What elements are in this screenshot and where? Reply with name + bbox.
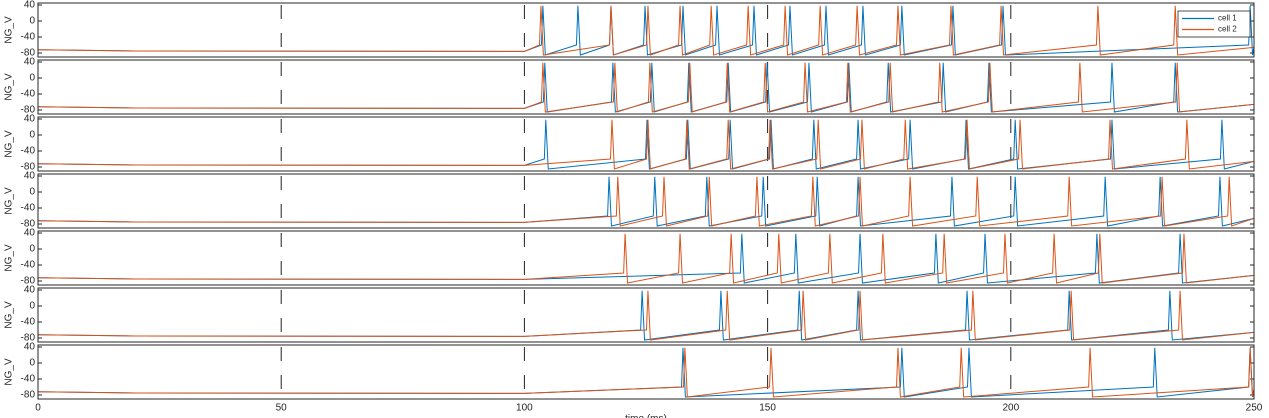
voltage-trace [38, 176, 1254, 227]
legend-label: cell 1 [1218, 14, 1237, 23]
x-tick-label: 100 [516, 403, 533, 414]
subplot: -80 -40 0 40 NG_V [4, 228, 1255, 287]
y-tick-label: -80 [21, 333, 36, 344]
y-tick-label: 40 [24, 342, 36, 353]
y-tick-label: 0 [29, 73, 35, 84]
x-tick-label: 250 [1246, 403, 1263, 414]
y-tick-label: -80 [21, 162, 36, 173]
y-tick-label: 0 [29, 244, 35, 255]
y-axis-label: NG_V [4, 244, 15, 272]
voltage-trace [38, 62, 1254, 113]
y-tick-label: 0 [29, 301, 35, 312]
y-tick-label: -40 [21, 260, 36, 271]
subplot: -80 -40 0 40 NG_V cell 1 cell 2 [4, 0, 1255, 59]
x-tick-label: 50 [276, 403, 288, 414]
y-tick-label: -80 [21, 390, 36, 401]
legend: cell 1 cell 2 [1177, 10, 1251, 38]
y-tick-label: -80 [21, 276, 36, 287]
y-tick-label: 40 [24, 285, 36, 296]
voltage-trace [38, 5, 1254, 56]
plot-lines [38, 62, 1254, 113]
axes-box [37, 2, 1255, 58]
y-tick-label: 40 [24, 228, 36, 239]
x-tick-label: 150 [759, 403, 776, 414]
x-tick-label: 200 [1002, 403, 1019, 414]
y-tick-label: 0 [29, 130, 35, 141]
voltage-trace [38, 119, 1254, 170]
y-tick-label: 0 [29, 16, 35, 27]
plot-lines [38, 5, 1254, 56]
y-tick-label: -40 [21, 203, 36, 214]
axes-box [37, 287, 1255, 343]
y-tick-label: -80 [21, 48, 36, 59]
y-tick-label: -40 [21, 146, 36, 157]
y-axis-label: NG_V [4, 130, 15, 158]
subplot: -80 -40 0 40 NG_V [4, 285, 1255, 344]
axes-box [37, 344, 1255, 400]
y-axis-label: NG_V [4, 187, 15, 215]
subplot: -80 -40 0 40 NG_V [4, 114, 1255, 173]
y-tick-label: 40 [24, 171, 36, 182]
axes-box [37, 173, 1255, 229]
y-tick-label: -40 [21, 374, 36, 385]
x-axis-label: time (ms) [625, 414, 667, 418]
voltage-trace [38, 233, 1254, 284]
y-tick-label: 40 [24, 57, 36, 68]
y-axis-label: NG_V [4, 16, 15, 44]
voltage-trace [38, 5, 1254, 56]
voltage-trace [38, 290, 1254, 341]
y-tick-label: -80 [21, 219, 36, 230]
axes-box [37, 116, 1255, 172]
plot-lines [38, 347, 1254, 398]
y-tick-label: -40 [21, 89, 36, 100]
y-tick-label: -40 [21, 317, 36, 328]
axes-box [37, 230, 1255, 286]
legend-box [1177, 10, 1251, 38]
y-tick-label: 0 [29, 358, 35, 369]
y-tick-label: -40 [21, 32, 36, 43]
y-axis-label: NG_V [4, 358, 15, 386]
plot-lines [38, 290, 1254, 341]
y-tick-label: 0 [29, 187, 35, 198]
subplot: 0 50 100 150 200 250 -80 -40 0 40 NG_Vtime (ms) [4, 342, 1263, 418]
legend-label: cell 2 [1218, 25, 1237, 34]
y-axis-label: NG_V [4, 73, 15, 101]
y-tick-label: 40 [24, 114, 36, 125]
subplot: -80 -40 0 40 NG_V [4, 57, 1255, 116]
y-tick-label: 40 [24, 0, 36, 11]
x-tick-label: 0 [35, 403, 41, 414]
y-axis-label: NG_V [4, 301, 15, 329]
plot-lines [38, 176, 1254, 227]
voltage-trace [38, 347, 1254, 398]
y-tick-label: -80 [21, 105, 36, 116]
plot-lines [38, 233, 1254, 284]
plot-lines [38, 119, 1254, 170]
voltage-trace [38, 233, 1254, 284]
axes-box [37, 59, 1255, 115]
subplot: -80 -40 0 40 NG_V [4, 171, 1255, 230]
